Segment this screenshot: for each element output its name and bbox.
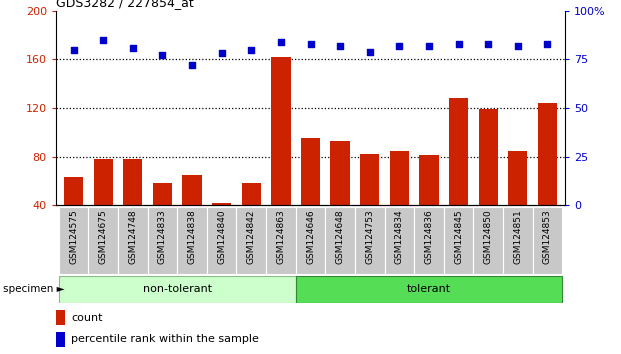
Text: specimen ►: specimen ►: [3, 284, 65, 295]
Bar: [296, 207, 325, 274]
Bar: [449, 98, 468, 254]
Point: [306, 41, 315, 47]
Text: percentile rank within the sample: percentile rank within the sample: [71, 334, 259, 344]
Text: tolerant: tolerant: [407, 284, 451, 295]
Bar: [473, 207, 503, 274]
Text: GSM124833: GSM124833: [158, 209, 167, 264]
Bar: [56, 332, 65, 347]
Point: [98, 37, 108, 42]
Point: [335, 43, 345, 48]
Bar: [508, 150, 527, 254]
Point: [424, 43, 434, 48]
Text: GSM124851: GSM124851: [513, 209, 522, 264]
Point: [453, 41, 463, 47]
Bar: [153, 183, 172, 254]
Bar: [479, 109, 498, 254]
Text: GSM124842: GSM124842: [247, 209, 256, 264]
Point: [542, 41, 552, 47]
Bar: [148, 207, 177, 274]
Bar: [296, 276, 562, 303]
Text: GSM124863: GSM124863: [276, 209, 286, 264]
Bar: [207, 207, 237, 274]
Text: count: count: [71, 313, 102, 323]
Point: [513, 43, 523, 48]
Bar: [242, 183, 261, 254]
Bar: [177, 207, 207, 274]
Point: [128, 45, 138, 50]
Bar: [56, 310, 65, 325]
Text: GDS3282 / 227854_at: GDS3282 / 227854_at: [56, 0, 194, 10]
Text: GSM124853: GSM124853: [543, 209, 552, 264]
Bar: [212, 203, 231, 254]
Text: GSM124648: GSM124648: [335, 209, 345, 264]
Text: GSM124836: GSM124836: [424, 209, 433, 264]
Text: GSM124575: GSM124575: [69, 209, 78, 264]
Bar: [355, 207, 384, 274]
Bar: [64, 177, 83, 254]
Bar: [360, 154, 379, 254]
Bar: [59, 207, 88, 274]
Point: [69, 47, 79, 52]
Point: [365, 48, 374, 54]
Bar: [94, 159, 113, 254]
Bar: [266, 207, 296, 274]
Bar: [444, 207, 473, 274]
Bar: [123, 159, 142, 254]
Bar: [419, 155, 438, 254]
Bar: [325, 207, 355, 274]
Bar: [384, 207, 414, 274]
Point: [394, 43, 404, 48]
Bar: [118, 207, 148, 274]
Text: GSM124675: GSM124675: [99, 209, 108, 264]
Bar: [237, 207, 266, 274]
Point: [187, 62, 197, 68]
Text: GSM124748: GSM124748: [129, 209, 137, 264]
Text: GSM124753: GSM124753: [365, 209, 374, 264]
Bar: [301, 138, 320, 254]
Text: GSM124646: GSM124646: [306, 209, 315, 264]
Point: [276, 39, 286, 45]
Bar: [538, 103, 557, 254]
Bar: [533, 207, 562, 274]
Point: [247, 47, 256, 52]
Text: GSM124840: GSM124840: [217, 209, 226, 264]
Point: [483, 41, 493, 47]
Text: non-tolerant: non-tolerant: [143, 284, 212, 295]
Bar: [414, 207, 444, 274]
Bar: [59, 276, 296, 303]
Text: GSM124845: GSM124845: [454, 209, 463, 264]
Bar: [390, 150, 409, 254]
Bar: [88, 207, 118, 274]
Bar: [271, 57, 291, 254]
Bar: [183, 175, 202, 254]
Text: GSM124838: GSM124838: [188, 209, 197, 264]
Text: GSM124834: GSM124834: [395, 209, 404, 264]
Bar: [330, 141, 350, 254]
Bar: [503, 207, 533, 274]
Point: [217, 51, 227, 56]
Point: [158, 53, 168, 58]
Text: GSM124850: GSM124850: [484, 209, 492, 264]
